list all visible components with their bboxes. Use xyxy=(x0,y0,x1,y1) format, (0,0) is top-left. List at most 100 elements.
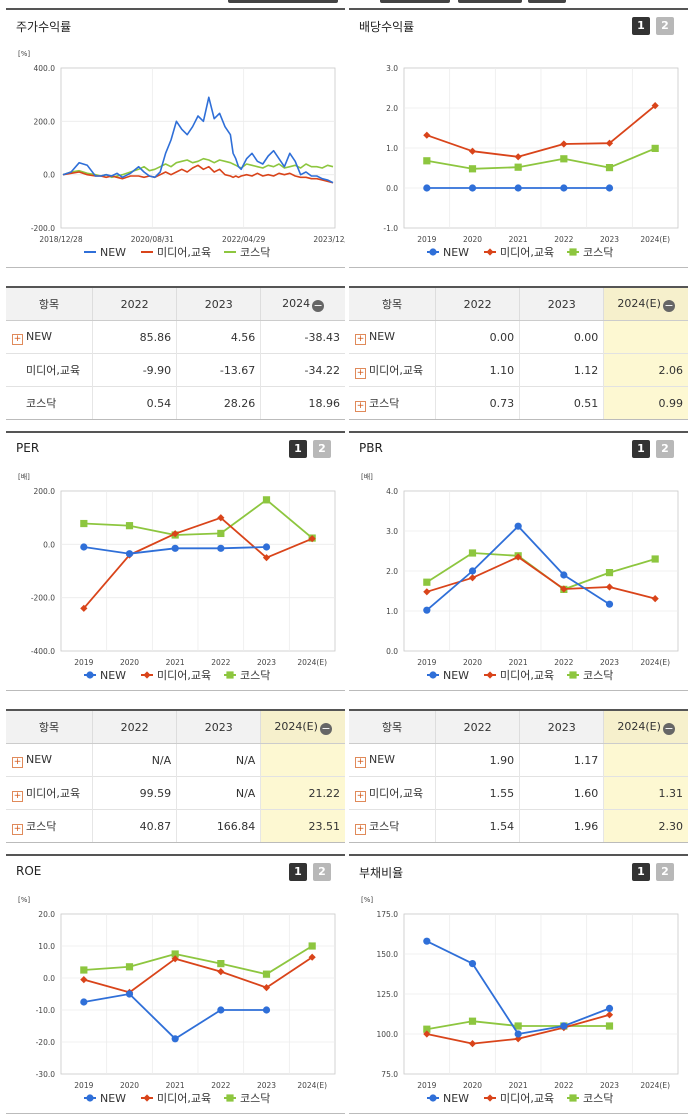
collapse-icon[interactable]: − xyxy=(662,298,675,312)
y-tick-label: 175.0 xyxy=(377,910,399,919)
expand-plus-icon[interactable]: + xyxy=(355,823,366,835)
row-name: 코스닥 xyxy=(369,396,400,410)
marker-new xyxy=(80,543,88,551)
view-1-button[interactable]: 1 xyxy=(289,440,307,458)
view-2-button[interactable]: 2 xyxy=(656,863,674,881)
expand-plus-icon[interactable]: + xyxy=(355,333,366,345)
x-tick-label: 2022 xyxy=(211,658,230,667)
x-tick-label: 2023 xyxy=(257,658,276,667)
row-name-cell: + 미디어,교육 xyxy=(349,776,436,810)
y-tick-label: -30.0 xyxy=(36,1070,56,1079)
x-tick-label: 2024(E) xyxy=(640,1081,670,1090)
marker-new xyxy=(560,1022,568,1030)
marker-new xyxy=(80,998,88,1006)
series-line-media xyxy=(426,556,656,600)
panel-title: 배당수익률 xyxy=(359,20,415,34)
view-2-button[interactable]: 2 xyxy=(313,440,331,458)
column-header-label: 2022 xyxy=(463,297,492,311)
column-header: 2024(E) − xyxy=(603,288,688,321)
series-line-new xyxy=(62,96,334,184)
marker-new xyxy=(262,1006,271,1014)
value-cell: 85.86 xyxy=(91,320,177,354)
debt-ratio-panel: 부채비율 1 2 [%] 175.0 150.0 125.0 100.0 75.0 2019… xyxy=(349,854,688,1114)
collapse-icon[interactable]: − xyxy=(312,298,325,312)
pbr-chart: [배] 4.0 3.0 2.0 1.0 0.0 2019 2020 2021 2022 2023 20… xyxy=(361,472,679,682)
expand-plus-icon[interactable]: + xyxy=(355,790,366,802)
view-2-button[interactable]: 2 xyxy=(313,863,331,881)
view-1-button[interactable]: 1 xyxy=(289,863,307,881)
y-tick-label: 4.0 xyxy=(386,487,398,496)
marker-media xyxy=(468,147,477,155)
data-table: 항목 2022 2023 2024(E) − + NEW N/A N/A + 미디어,교육 99.59… xyxy=(6,711,345,842)
per-chart: [배] 200.0 0.0 -200.0 -400.0 2019 2020 2021 2022 2… xyxy=(18,472,336,682)
y-tick-label: 0.0 xyxy=(386,184,398,193)
panel-title: 주가수익률 xyxy=(16,20,72,34)
value-cell: 1.55 xyxy=(434,776,520,810)
series-line-media xyxy=(83,516,313,609)
y-tick-label: 10.0 xyxy=(38,942,55,951)
y-tick-label: 2.0 xyxy=(386,567,398,576)
marker-media xyxy=(605,139,614,147)
view-1-button[interactable]: 1 xyxy=(632,440,650,458)
y-tick-label: -20.0 xyxy=(36,1038,56,1047)
marker-kosdaq xyxy=(423,157,431,165)
marker-new xyxy=(560,184,568,192)
marker-media xyxy=(486,1094,494,1102)
view-1-button[interactable]: 1 xyxy=(632,17,650,35)
x-tick-label: 2021 xyxy=(509,658,528,667)
y-tick-label: 1.0 xyxy=(386,144,398,153)
series-line-kosdaq xyxy=(426,147,656,170)
legend-label: 코스닥 xyxy=(583,1092,613,1105)
column-header: 2023 xyxy=(519,288,604,321)
expand-plus-icon[interactable]: + xyxy=(12,823,23,835)
x-tick-label: 2021 xyxy=(509,235,528,244)
x-tick-label: 2023 xyxy=(600,658,619,667)
expand-plus-icon[interactable]: + xyxy=(355,367,366,379)
roe-chart: [%] 20.0 10.0 0.0 -10.0 -20.0 -30.0 2019 2020 202… xyxy=(18,896,336,1105)
table-header-row: 항목 2022 2023 2024(E) − xyxy=(6,711,345,744)
collapse-icon[interactable]: − xyxy=(319,721,332,735)
row-name-cell: + 코스닥 xyxy=(349,386,436,419)
y-tick-label: 0.0 xyxy=(43,540,55,549)
y-tick-label: 20.0 xyxy=(38,910,55,919)
marker-new xyxy=(605,600,614,608)
marker-media xyxy=(560,140,568,148)
view-2-button[interactable]: 2 xyxy=(656,17,674,35)
row-name: NEW xyxy=(26,752,53,766)
table-row: + NEW 85.86 4.56 -38.43 xyxy=(6,320,345,354)
view-2-button[interactable]: 2 xyxy=(656,440,674,458)
marker-kosdaq xyxy=(605,569,614,577)
legend-label: 코스닥 xyxy=(583,246,613,259)
x-tick-label: 2022/04/29 xyxy=(222,235,265,244)
x-tick-label: 2021 xyxy=(166,1081,185,1090)
marker-kosdaq xyxy=(468,1017,477,1025)
marker-kosdaq xyxy=(171,950,179,958)
marker-kosdaq xyxy=(569,1094,577,1102)
y-tick-label: 1.0 xyxy=(386,607,398,616)
view-1-button[interactable]: 1 xyxy=(632,863,650,881)
data-table: 항목 2022 2023 2024(E) − + NEW 0.00 0.00 + 미디어,교육 1.1… xyxy=(349,288,688,419)
y-tick-label: 150.0 xyxy=(377,950,399,959)
value-cell: 40.87 xyxy=(91,809,177,842)
table-header-row: 항목 2022 2023 2024(E) − xyxy=(349,288,688,321)
legend-label: NEW xyxy=(100,246,126,259)
marker-kosdaq xyxy=(80,966,88,974)
expand-plus-icon[interactable]: + xyxy=(355,400,366,412)
expand-plus-icon[interactable]: + xyxy=(12,333,23,345)
marker-new xyxy=(605,184,614,192)
table-row: + 미디어,교육 1.55 1.60 1.31 xyxy=(349,776,688,810)
expand-plus-icon[interactable]: + xyxy=(12,756,23,768)
legend-label: 미디어,교육 xyxy=(157,1092,211,1105)
value-cell: 1.96 xyxy=(519,809,604,842)
value-cell: 1.90 xyxy=(434,743,520,777)
row-name: NEW xyxy=(369,752,396,766)
expand-plus-icon[interactable]: + xyxy=(12,790,23,802)
row-name-cell: + 미디어,교육 xyxy=(349,353,436,387)
expand-plus-icon[interactable]: + xyxy=(355,756,366,768)
marker-kosdaq xyxy=(262,970,271,978)
collapse-icon[interactable]: − xyxy=(662,721,675,735)
dividend-yield-table: 항목 2022 2023 2024(E) − + NEW 0.00 0.00 + 미디어,교육 1.1… xyxy=(349,286,688,420)
value-cell xyxy=(603,320,688,354)
data-table: 항목 2022 2023 2024− + NEW 85.86 4.56 -38.43 미디어,교육… xyxy=(6,288,345,419)
unit-label: [배] xyxy=(18,472,30,481)
